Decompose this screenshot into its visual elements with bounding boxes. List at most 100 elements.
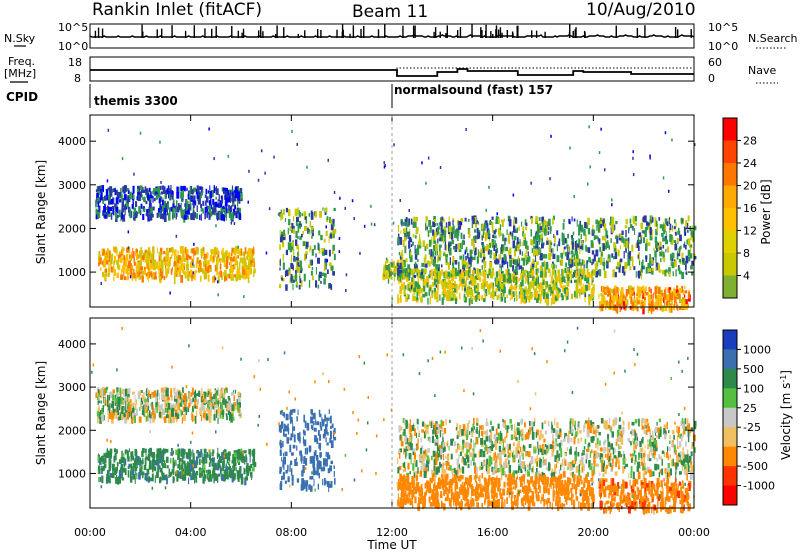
echo-cell — [649, 219, 652, 224]
echo-cell — [324, 417, 328, 421]
echo-cell — [299, 236, 302, 240]
echo-cell — [648, 286, 651, 292]
echo-cell — [291, 129, 293, 133]
echo-cell — [561, 278, 564, 282]
echo-cell — [672, 271, 674, 276]
echo-cell — [120, 194, 123, 202]
echo-cell — [150, 271, 153, 278]
echo-cell — [133, 211, 136, 217]
echo-cell — [319, 454, 321, 459]
echo-cell — [632, 226, 634, 231]
echo-cell — [104, 275, 107, 280]
echo-cell — [240, 452, 243, 460]
echo-cell — [484, 232, 488, 240]
echo-cell — [624, 238, 628, 244]
echo-cell — [688, 256, 691, 262]
echo-cell — [551, 286, 555, 291]
echo-cell — [156, 457, 158, 464]
echo-cell — [537, 224, 540, 232]
echo-cell — [514, 245, 517, 252]
echo-cell — [313, 412, 316, 418]
echo-cell — [586, 268, 589, 276]
echo-cell — [468, 257, 472, 265]
echo-cell — [237, 449, 241, 454]
echo-cell — [149, 415, 152, 424]
echo-cell — [642, 217, 644, 223]
echo-cell — [587, 182, 589, 186]
echo-cell — [242, 251, 246, 256]
echo-cell — [192, 187, 195, 194]
echo-cell — [148, 252, 151, 261]
echo-cell — [208, 462, 211, 467]
echo-cell — [181, 452, 185, 459]
echo-cell — [213, 394, 216, 399]
echo-cell — [625, 246, 627, 253]
echo-cell — [121, 265, 125, 273]
echo-cell — [196, 205, 198, 212]
echo-cell — [445, 270, 448, 275]
echo-cell — [153, 259, 157, 266]
echo-cell — [195, 213, 199, 219]
echo-cell — [436, 290, 439, 298]
echo-cell — [413, 268, 416, 272]
echo-cell — [446, 289, 449, 294]
echo-cell — [192, 271, 195, 275]
echo-cell — [513, 272, 517, 280]
echo-cell — [160, 203, 162, 209]
echo-cell — [607, 293, 609, 297]
echo-cell — [523, 297, 527, 304]
echo-cell — [291, 229, 294, 233]
echo-cell — [109, 411, 111, 419]
echo-cell — [147, 396, 149, 403]
echo-cell — [225, 413, 228, 417]
echo-cell — [471, 249, 473, 255]
echo-cell — [477, 291, 480, 297]
echo-cell — [465, 269, 468, 276]
echo-cell — [636, 306, 639, 312]
echo-cell — [448, 216, 450, 221]
echo-cell — [229, 256, 232, 261]
echo-cell — [510, 285, 513, 293]
echo-cell — [222, 206, 225, 212]
echo-cell — [141, 463, 143, 468]
echo-cell — [585, 244, 587, 251]
echo-cell — [617, 291, 619, 297]
echo-cell — [109, 450, 112, 458]
echo-cell — [180, 448, 183, 456]
echo-cell — [160, 206, 162, 214]
echo-cell — [566, 252, 570, 261]
echo-cell — [693, 256, 697, 260]
echo-cell — [650, 306, 652, 313]
echo-cell — [130, 411, 132, 419]
echo-cell — [99, 389, 103, 396]
echo-cell — [675, 230, 677, 234]
echo-cell — [284, 218, 287, 222]
echo-cell — [591, 282, 593, 286]
echo-cell — [212, 398, 216, 403]
echo-cell — [476, 268, 479, 276]
echo-cell — [391, 297, 393, 301]
echo-cell — [508, 250, 510, 256]
echo-cell — [502, 233, 504, 239]
echo-cell — [671, 255, 674, 262]
noise-series — [89, 34, 695, 38]
echo-cell — [353, 217, 355, 221]
echo-cell — [142, 448, 145, 454]
echo-cell — [535, 238, 537, 246]
echo-cell — [513, 259, 515, 265]
echo-cell — [449, 257, 451, 265]
echo-cell — [215, 188, 217, 195]
echo-cell — [582, 268, 585, 272]
beam-title: Beam 11 — [352, 2, 428, 22]
echo-cell — [320, 280, 322, 284]
echo-cell — [224, 201, 228, 207]
freq-tick-bottom: 8 — [74, 72, 81, 85]
echo-cell — [550, 287, 554, 294]
echo-cell — [159, 247, 163, 255]
echo-cell — [282, 240, 284, 247]
echo-cell — [234, 190, 238, 199]
echo-cell — [414, 249, 418, 255]
echo-cell — [470, 276, 473, 284]
echo-cell — [561, 240, 565, 245]
echo-cell — [209, 191, 212, 199]
